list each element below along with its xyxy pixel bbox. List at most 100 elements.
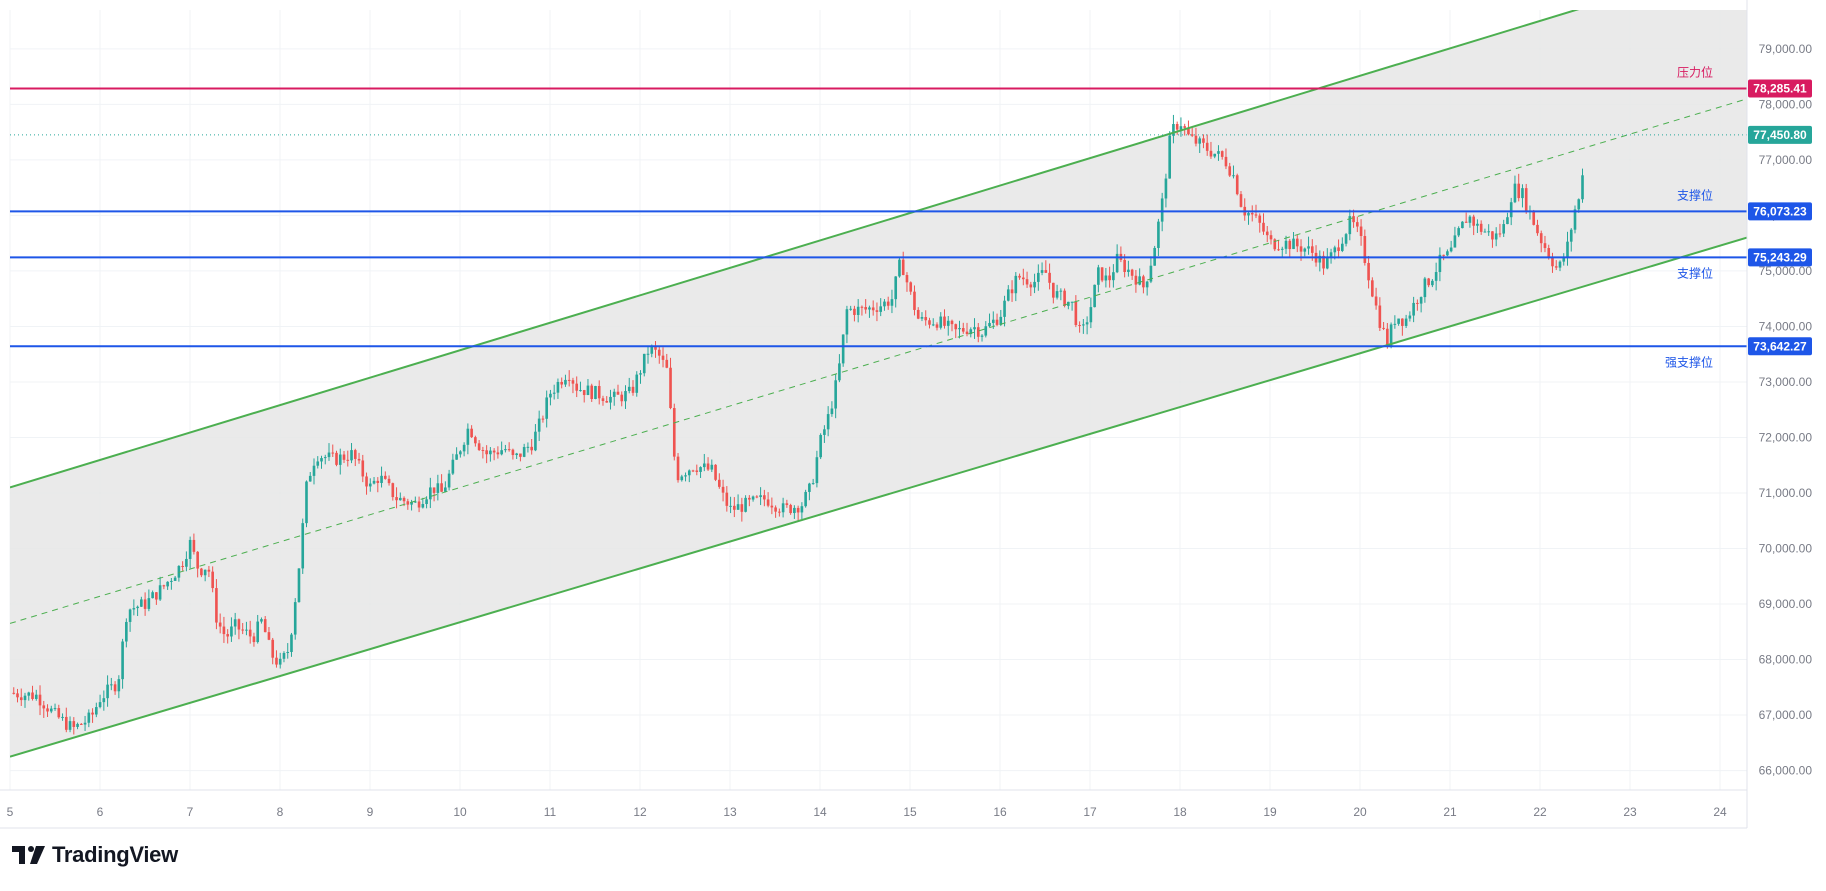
candle bbox=[519, 453, 522, 462]
candle-body bbox=[522, 447, 526, 457]
candle bbox=[654, 341, 657, 358]
candle bbox=[665, 353, 669, 369]
time-tick-label: 24 bbox=[1713, 805, 1727, 819]
candle-body bbox=[714, 464, 717, 480]
candle-body bbox=[305, 481, 308, 524]
candle bbox=[751, 495, 755, 502]
candle-body bbox=[639, 373, 642, 375]
candle bbox=[579, 381, 582, 392]
candle bbox=[1566, 231, 1569, 266]
candle bbox=[1502, 219, 1506, 238]
candle bbox=[331, 444, 335, 457]
candle-body bbox=[560, 381, 564, 385]
candle bbox=[1288, 239, 1292, 257]
candle bbox=[939, 312, 943, 330]
candle bbox=[1416, 299, 1419, 311]
candle bbox=[271, 637, 275, 665]
candle bbox=[106, 675, 109, 707]
candle bbox=[695, 464, 699, 476]
candle bbox=[1134, 269, 1138, 293]
candle bbox=[627, 377, 631, 394]
candle bbox=[1202, 134, 1205, 149]
candle-body bbox=[282, 652, 286, 659]
candle bbox=[1401, 318, 1404, 336]
candle-body bbox=[1551, 257, 1554, 267]
candle bbox=[1494, 227, 1498, 247]
candle bbox=[222, 616, 226, 643]
candle-body bbox=[1299, 246, 1303, 252]
candle-body bbox=[582, 390, 586, 396]
tradingview-brand[interactable]: TradingView bbox=[12, 842, 178, 868]
candle bbox=[624, 385, 627, 409]
candle bbox=[909, 281, 913, 295]
price-tick-label: 72,000.00 bbox=[1759, 430, 1813, 444]
candle bbox=[680, 474, 684, 482]
candle-body bbox=[16, 693, 19, 698]
candle bbox=[110, 677, 113, 691]
candle bbox=[1479, 220, 1483, 235]
candle-body bbox=[320, 458, 323, 462]
candle-body bbox=[1389, 324, 1393, 346]
candle-body bbox=[669, 367, 672, 409]
candle-body bbox=[173, 577, 177, 581]
candle bbox=[1431, 279, 1434, 288]
candle bbox=[1224, 148, 1228, 170]
candle-body bbox=[143, 599, 147, 609]
candle-body bbox=[1277, 249, 1280, 251]
candle bbox=[1543, 235, 1547, 253]
candle-body bbox=[1566, 241, 1569, 258]
candle-body bbox=[590, 385, 594, 400]
candle bbox=[504, 444, 507, 453]
candle-body bbox=[444, 487, 447, 492]
candle bbox=[102, 690, 106, 711]
candle-body bbox=[1104, 275, 1108, 281]
tradingview-logo-icon bbox=[12, 846, 45, 864]
candle-body bbox=[1288, 240, 1292, 250]
candle-body bbox=[999, 316, 1003, 325]
candle-body bbox=[778, 511, 781, 513]
candle bbox=[436, 474, 440, 501]
candle-body bbox=[1367, 262, 1370, 281]
candle-body bbox=[657, 349, 661, 356]
candle-body bbox=[466, 428, 470, 445]
candle bbox=[1010, 280, 1014, 302]
candle bbox=[913, 285, 916, 316]
candle-body bbox=[203, 569, 207, 576]
candle bbox=[1055, 284, 1059, 300]
candle bbox=[838, 354, 841, 383]
candle-body bbox=[263, 619, 267, 633]
candle bbox=[500, 441, 503, 456]
candle bbox=[466, 423, 470, 455]
candle-body bbox=[913, 291, 916, 310]
candle bbox=[308, 471, 312, 482]
candle bbox=[800, 502, 804, 520]
candle bbox=[1179, 117, 1183, 137]
candle-body bbox=[954, 324, 958, 330]
candle bbox=[455, 447, 458, 460]
candle bbox=[999, 309, 1003, 327]
candle bbox=[286, 643, 290, 659]
candle bbox=[1521, 184, 1524, 208]
candle bbox=[1446, 249, 1449, 257]
support-price-badge-bg bbox=[1748, 202, 1812, 221]
candle-body bbox=[811, 483, 815, 485]
candle bbox=[140, 596, 143, 607]
candle bbox=[181, 561, 184, 571]
candle bbox=[147, 589, 151, 612]
candle-body bbox=[177, 565, 181, 578]
candle bbox=[702, 453, 706, 472]
candle bbox=[534, 424, 537, 452]
candle-body bbox=[894, 276, 898, 300]
candle-body bbox=[1569, 229, 1573, 242]
candle-body bbox=[459, 451, 462, 455]
candle-body bbox=[1055, 291, 1059, 298]
time-tick-label: 21 bbox=[1443, 805, 1457, 819]
channel-mid-line bbox=[10, 98, 1747, 624]
candle-body bbox=[42, 705, 46, 709]
candle-body bbox=[1329, 252, 1333, 258]
candle bbox=[406, 498, 410, 510]
candle bbox=[1085, 316, 1089, 335]
time-tick-label: 14 bbox=[813, 805, 827, 819]
